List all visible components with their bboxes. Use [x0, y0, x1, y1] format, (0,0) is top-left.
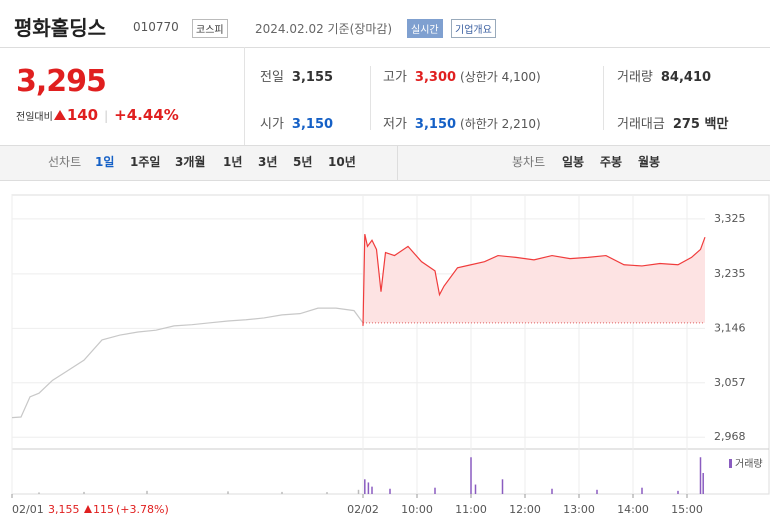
- volume-bar: [596, 489, 598, 494]
- candle-tab[interactable]: 주봉: [600, 155, 623, 169]
- x-tick-label: 10:00: [401, 503, 433, 516]
- volume-bar: [702, 473, 704, 494]
- x-tick-label: 15:00: [671, 503, 703, 516]
- tab-label: 봉차트: [512, 155, 546, 169]
- stat-item: 저가 3,150 (하한가 2,210): [383, 113, 541, 132]
- volume-bar: [357, 489, 360, 494]
- candle-tab[interactable]: 월봉: [638, 155, 661, 169]
- change: 140: [66, 106, 99, 124]
- overview-button[interactable]: 기업개요: [451, 19, 496, 38]
- candle-tab[interactable]: 일봉: [562, 155, 585, 169]
- current-price: 3,295: [16, 64, 107, 99]
- stat-item: 시가 3,150: [260, 113, 333, 132]
- close-change: 115: [93, 503, 114, 516]
- divider: [603, 66, 604, 130]
- volume-bar: [389, 488, 391, 494]
- y-tick-label: 2,968: [714, 430, 746, 443]
- volume-bar: [83, 491, 85, 494]
- y-tick-label: 3,235: [714, 267, 746, 280]
- change-row: 전일대비 140 | +4.44%: [16, 106, 179, 124]
- close-label: 3,155: [48, 503, 80, 516]
- volume-bar: [146, 490, 148, 494]
- stat-value: 3,150: [414, 117, 457, 132]
- stat-label: 저가: [383, 117, 407, 132]
- up-icon: [84, 505, 92, 513]
- stock-name: 평화홀딩스: [14, 16, 106, 40]
- change-pct: +4.44%: [114, 106, 179, 124]
- stat-label: 고가: [383, 70, 407, 85]
- legend-label: 거래량: [735, 458, 763, 470]
- volume-bar: [326, 492, 328, 494]
- up-icon: [53, 110, 66, 120]
- stat-label: 시가: [260, 117, 284, 132]
- x-tick-label: 12:00: [509, 503, 541, 516]
- divider: [244, 47, 245, 145]
- x-tick-label: 14:00: [617, 503, 649, 516]
- volume-bar: [367, 482, 370, 494]
- y-tick-label: 3,146: [714, 321, 746, 334]
- x-tick-label: 11:00: [455, 503, 487, 516]
- volume-bar: [474, 484, 477, 494]
- period-tab[interactable]: 10년: [328, 155, 356, 169]
- stat-note: (상한가 4,100): [460, 70, 541, 84]
- stat-value: 84,410: [660, 70, 712, 85]
- change-label: 전일대비: [16, 112, 53, 123]
- period-tab[interactable]: 5년: [293, 155, 313, 169]
- volume-bar: [501, 479, 504, 494]
- period-tab[interactable]: 1년: [223, 155, 243, 169]
- stat-value: 275 백만: [672, 117, 729, 132]
- x-tick-label: 02/02: [347, 503, 379, 516]
- volume-bar: [699, 457, 702, 494]
- divider: [397, 146, 398, 180]
- area-fill: [363, 234, 705, 326]
- volume-bar: [227, 491, 229, 494]
- stat-label: 거래대금: [617, 117, 665, 132]
- stat-item: 고가 3,300 (상한가 4,100): [383, 66, 541, 85]
- volume-bar: [470, 457, 472, 494]
- legend-swatch: [729, 459, 732, 468]
- y-tick-label: 3,325: [714, 212, 746, 225]
- tab-label: 선차트: [48, 155, 82, 169]
- stat-item: 거래량 84,410: [617, 66, 711, 85]
- stat-note: (하한가 2,210): [460, 117, 541, 131]
- volume-bar: [38, 492, 40, 494]
- today-line: [362, 234, 706, 326]
- stat-value: 3,150: [291, 117, 334, 132]
- divider: [0, 47, 770, 48]
- realtime-button[interactable]: 실시간: [407, 19, 443, 38]
- period-tab[interactable]: 1일: [95, 155, 115, 169]
- volume-bar: [551, 488, 553, 494]
- volume-bar: [364, 479, 366, 494]
- tab-bar: [0, 145, 770, 181]
- volume-bar: [281, 491, 283, 494]
- previous_day-line: [11, 307, 364, 419]
- volume-bar: [434, 487, 436, 494]
- period-tab[interactable]: 3개월: [175, 155, 206, 169]
- stat-label: 전일: [260, 70, 284, 85]
- stock-code: 010770: [133, 20, 179, 34]
- close-change-pct: (+3.78%): [116, 503, 169, 516]
- y-tick-label: 3,057: [714, 376, 746, 389]
- period-tab[interactable]: 1주일: [130, 155, 161, 169]
- market-badge: 코스피: [192, 19, 228, 38]
- x-tick-label: 13:00: [563, 503, 595, 516]
- period-tab[interactable]: 3년: [258, 155, 278, 169]
- stat-value: 3,155: [291, 70, 334, 85]
- stat-label: 거래량: [617, 70, 653, 85]
- volume-bar: [371, 486, 373, 494]
- volume-bar: [641, 487, 643, 494]
- volume-bar: [677, 490, 679, 494]
- stat-item: 전일 3,155: [260, 66, 333, 85]
- divider: [370, 66, 371, 130]
- stat-item: 거래대금 275 백만: [617, 113, 728, 132]
- x-tick-label: 02/01: [12, 503, 44, 516]
- stat-value: 3,300: [414, 70, 457, 85]
- date: 2024.02.02 기준(장마감): [255, 22, 393, 36]
